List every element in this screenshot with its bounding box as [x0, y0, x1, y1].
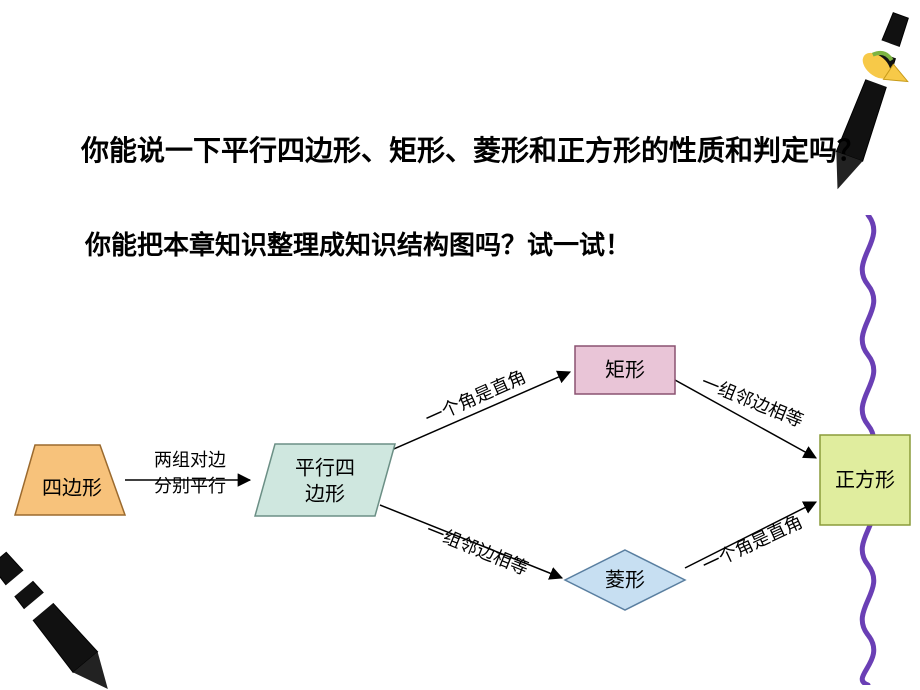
edge-label-adjacent-equal-1: 一组邻边相等 [423, 520, 531, 579]
node-quadrilateral: 四边形 [15, 445, 125, 515]
svg-text:矩形: 矩形 [605, 359, 645, 382]
edge-label-two-pairs-1: 两组对边 [154, 450, 226, 470]
edges: 两组对边 分别平行 一个角是直角 一组邻边相等 一组邻边相等 一个角是直角 [125, 366, 816, 579]
svg-text:正方形: 正方形 [835, 469, 895, 492]
edge-label-two-pairs-2: 分别平行 [154, 476, 226, 496]
node-square: 正方形 [820, 435, 910, 525]
knowledge-flowchart: 两组对边 分别平行 一个角是直角 一组邻边相等 一组邻边相等 一个角是直角 四边… [0, 300, 920, 680]
svg-text:边形: 边形 [305, 483, 345, 506]
node-parallelogram: 平行四 边形 [255, 444, 395, 516]
decor-crayon-top-right [820, 0, 920, 210]
decor-pencil-top-right [855, 35, 920, 105]
node-rhombus: 菱形 [565, 550, 685, 610]
edge-label-right-angle-2: 一个角是直角 [699, 512, 805, 576]
question-2: 你能把本章知识整理成知识结构图吗？试一试！ [85, 225, 885, 267]
svg-text:四边形: 四边形 [42, 477, 102, 500]
svg-text:平行四: 平行四 [295, 457, 355, 480]
node-rectangle: 矩形 [575, 346, 675, 394]
question-1: 你能说一下平行四边形、矩形、菱形和正方形的性质和判定吗？ [25, 130, 895, 175]
svg-text:菱形: 菱形 [605, 569, 645, 592]
